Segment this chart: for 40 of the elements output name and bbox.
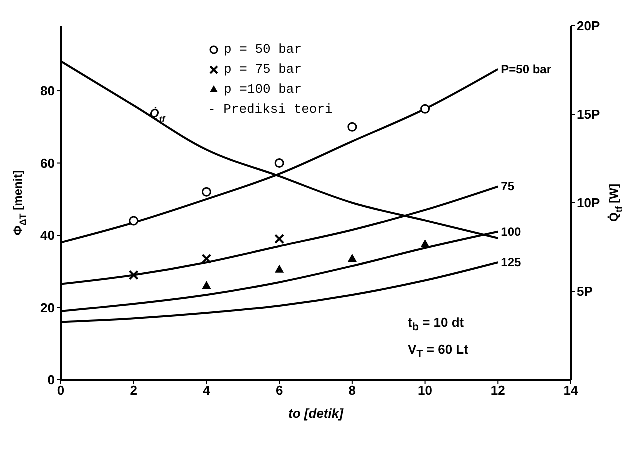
y2-tick-label: 10P	[577, 196, 600, 211]
point	[274, 158, 284, 168]
point	[202, 187, 212, 197]
annotation: V$_{T}$ = 60 Lt	[408, 340, 468, 362]
point	[274, 234, 285, 244]
y2-tick-label: 20P	[577, 18, 600, 34]
point	[420, 104, 430, 114]
legend-label: p = 75 bar	[224, 61, 302, 79]
x-tick-label: 0	[57, 383, 65, 398]
y2-tick-label: 5P	[577, 284, 594, 300]
x-tick-label: 8	[348, 383, 356, 398]
annotation: - Prediksi teori	[208, 101, 333, 119]
x-tick-label: 14	[564, 383, 579, 398]
y-tick-label: 20	[40, 300, 55, 316]
point	[348, 122, 358, 132]
series-label: 100	[501, 224, 522, 239]
x-axis-title: to [detik]	[288, 406, 344, 421]
point	[275, 264, 284, 273]
y-tick-label: 80	[40, 84, 55, 99]
x-tick-label: 2	[130, 383, 138, 398]
point	[420, 240, 430, 248]
series-label: 75	[501, 180, 515, 194]
x-tick-label: 4	[203, 383, 212, 398]
point	[202, 281, 212, 290]
y2-tick-label: 15P	[577, 107, 600, 122]
y-tick-label: 60	[40, 156, 55, 171]
point	[202, 254, 212, 264]
x-tick-label: 12	[490, 383, 506, 398]
point	[348, 254, 357, 262]
y-tick-label: 40	[40, 228, 55, 244]
series-label: P=50 bar	[501, 62, 552, 76]
y-tick-label: 0	[48, 372, 55, 388]
x-tick-label: 6	[276, 383, 284, 398]
x-tick-label: 10	[418, 383, 433, 398]
annotation: t$_{b}$ = 10 dt	[408, 314, 466, 336]
point	[128, 270, 139, 280]
point	[129, 216, 139, 226]
legend-label: p = 50 bar	[224, 41, 302, 59]
legend-label: p =100 bar	[224, 81, 302, 99]
series-label: 125	[501, 256, 522, 270]
